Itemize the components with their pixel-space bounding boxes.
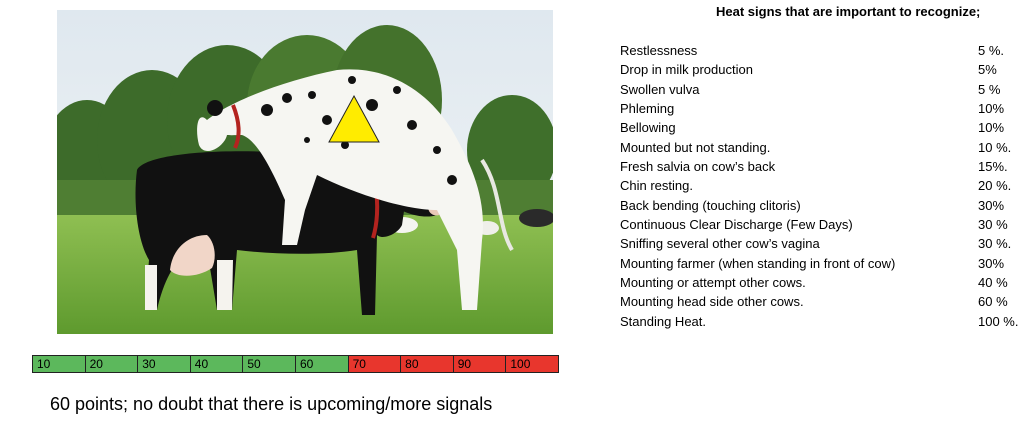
heat-sign-label: Mounting head side other cows.: [620, 294, 804, 310]
heat-sign-row: Phleming 10%: [620, 99, 1024, 118]
heat-sign-row: Mounting farmer (when standing in front …: [620, 254, 1024, 273]
heat-sign-label: Swollen vulva: [620, 81, 700, 97]
yellow-triangle-icon: [328, 94, 380, 143]
heat-sign-value: 30%: [978, 255, 1005, 271]
heat-sign-value: 60 %: [978, 294, 1008, 310]
heat-sign-row: Mounting or attempt other cows. 40 %: [620, 273, 1024, 292]
heat-sign-label: Fresh salvia on cow’s back: [620, 159, 776, 175]
heat-sign-value: 5%: [978, 62, 997, 78]
scale-cell-30: 30: [138, 356, 191, 372]
heat-sign-row: Mounted but not standing. 10 %.: [620, 138, 1024, 157]
heat-sign-row: Swollen vulva 5 %: [620, 80, 1024, 99]
scale-cell-20: 20: [85, 356, 139, 372]
heat-sign-row: Drop in milk production 5%: [620, 60, 1024, 79]
heat-sign-row: Chin resting. 20 %.: [620, 176, 1024, 195]
heat-sign-row: Bellowing 10%: [620, 118, 1024, 137]
heat-sign-value: 30 %: [978, 217, 1008, 233]
scale-cell-80: 80: [401, 356, 454, 372]
heat-sign-value: 10 %.: [978, 139, 1012, 155]
white-cow: [197, 69, 514, 311]
cow-photo-illustration: [57, 10, 553, 334]
heat-sign-value: 5 %.: [978, 43, 1005, 58]
heat-sign-row: Fresh salvia on cow’s back 15%.: [620, 157, 1024, 176]
heat-sign-label: Mounted but not standing.: [620, 139, 771, 155]
cow-photo: [57, 10, 553, 334]
heat-sign-value: 20 %.: [978, 178, 1012, 194]
heat-sign-row: Standing Heat. 100 %.: [620, 312, 1024, 331]
heat-sign-row: Sniffing several other cow’s vagina 30 %.: [620, 234, 1024, 253]
heat-sign-value: 30%: [978, 197, 1005, 213]
heat-sign-label: Chin resting.: [620, 178, 693, 194]
heat-sign-label: Phleming: [620, 101, 675, 117]
heat-sign-label: Sniffing several other cow’s vagina: [620, 236, 820, 252]
scale-cell-100: 100: [506, 356, 558, 372]
heat-sign-label: Drop in milk production: [620, 62, 753, 78]
heat-sign-value: 40 %: [978, 275, 1008, 291]
scale-cell-70: 70: [348, 356, 402, 372]
score-scale: 10 20 30 40 50 60 70 80 90 100: [32, 355, 559, 373]
heat-sign-row: Mounting head side other cows. 60 %: [620, 292, 1024, 311]
heat-sign-label: Restlessness: [620, 43, 698, 58]
score-caption: 60 points; no doubt that there is upcomi…: [50, 394, 493, 414]
heat-signs-list: Restlessness 5 %. Drop in milk production 5…: [620, 41, 1024, 331]
scale-cell-90: 90: [453, 356, 507, 372]
heat-sign-value: 5 %: [978, 81, 1001, 97]
heat-signs-title: Heat signs that are important to recogni…: [716, 4, 981, 19]
heat-sign-label: Continuous Clear Discharge (Few Days): [620, 217, 853, 233]
heat-sign-row: Restlessness 5 %.: [620, 41, 1024, 60]
heat-sign-row: Continuous Clear Discharge (Few Days) 30 …: [620, 215, 1024, 234]
heat-sign-value: 10%: [978, 101, 1005, 117]
heat-sign-label: Back bending (touching clitoris): [620, 197, 801, 213]
scale-cell-40: 40: [190, 356, 244, 372]
scale-cell-50: 50: [243, 356, 296, 372]
heat-sign-value: 10%: [978, 120, 1005, 136]
heat-sign-value: 30 %.: [978, 236, 1012, 252]
heat-sign-label: Standing Heat.: [620, 313, 707, 329]
heat-sign-label: Mounting farmer (when standing in front …: [620, 255, 896, 271]
heat-sign-label: Mounting or attempt other cows.: [620, 275, 806, 291]
heat-sign-value: 15%.: [978, 159, 1008, 175]
scale-cell-60: 60: [295, 356, 349, 372]
heat-sign-row: Back bending (touching clitoris) 30%: [620, 196, 1024, 215]
heat-sign-label: Bellowing: [620, 120, 676, 136]
heat-sign-value: 100 %.: [978, 313, 1019, 329]
scale-cell-10: 10: [33, 356, 86, 372]
